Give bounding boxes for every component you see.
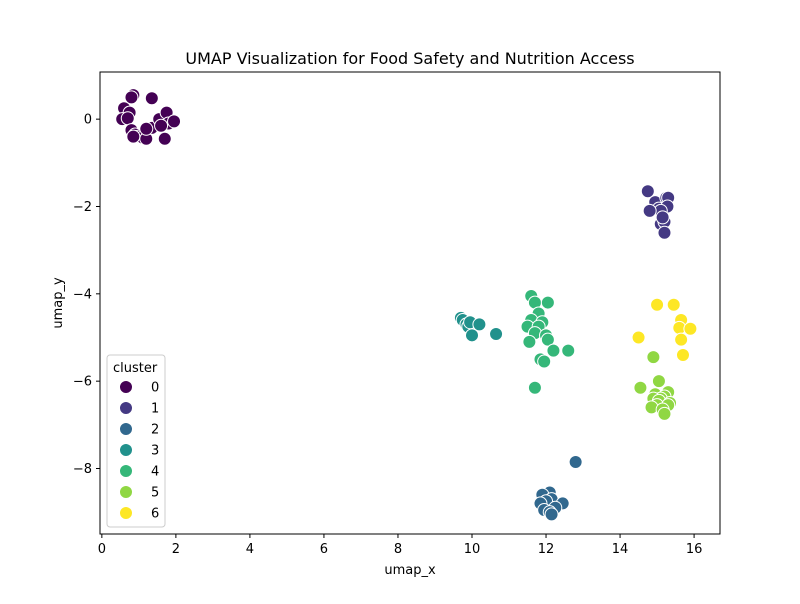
data-point [472,317,487,332]
x-tick-label: 14 [612,542,629,557]
data-point [124,90,139,105]
y-tick-label: −4 [73,287,92,302]
y-tick-label: 0 [84,113,92,128]
data-point [540,295,555,310]
data-point [666,297,681,312]
data-point [657,225,672,240]
legend-entry: 3 [119,443,159,459]
legend-entry: 0 [119,380,159,396]
series-cluster-1 [640,184,676,240]
data-point [561,343,576,358]
data-point [655,210,670,225]
x-tick-label: 16 [686,542,703,557]
y-tick-label: −8 [73,462,92,477]
data-point [537,354,552,369]
legend-label: 6 [151,507,159,522]
data-point [139,121,154,136]
data-point [154,118,169,133]
legend-label: 1 [151,402,159,417]
x-tick-label: 12 [538,542,555,557]
legend-title: cluster [113,361,158,376]
legend-marker [119,464,133,478]
y-tick-label: −6 [73,375,92,390]
legend-entry: 6 [119,506,159,522]
legend-entry: 1 [119,401,159,417]
series-cluster-6 [631,297,698,362]
data-point [167,114,182,129]
legend-marker [119,506,133,520]
x-tick-label: 10 [464,542,481,557]
legend-label: 4 [151,465,159,480]
data-point [633,380,648,395]
data-point [651,374,666,389]
data-point [522,334,537,349]
data-point [544,507,559,522]
chart-title: UMAP Visualization for Food Safety and N… [185,49,634,68]
x-tick-label: 0 [98,542,106,557]
data-point [631,330,646,345]
y-tick-label: −2 [73,200,92,215]
data-point [144,91,159,106]
data-point [120,111,135,126]
x-tick-label: 2 [172,542,180,557]
data-point [674,332,689,347]
legend-marker [119,485,133,499]
x-tick-label: 6 [320,542,328,557]
data-point [650,297,665,312]
legend-marker [119,422,133,436]
data-point [527,380,542,395]
data-point [646,350,661,365]
series-cluster-5 [633,350,678,421]
data-point [640,184,655,199]
y-axis-ticks: 0 −2 −4 −6 −8 [73,113,100,477]
legend: cluster 0 1 2 3 4 5 6 [106,354,166,528]
legend-marker [119,443,133,457]
x-tick-label: 8 [394,542,402,557]
legend-label: 3 [151,444,159,459]
data-point [642,203,657,218]
legend-box [106,354,166,528]
legend-label: 2 [151,423,159,438]
data-point [489,327,504,342]
data-point [465,328,479,343]
data-point [540,332,555,347]
data-point [657,406,672,421]
data-point [126,129,141,144]
points-layer [115,88,698,522]
series-cluster-2 [533,454,583,522]
legend-entry: 5 [119,485,159,501]
y-axis-label: umap_y [51,277,66,329]
data-point [546,343,561,358]
data-point [683,321,698,336]
data-point [675,347,690,362]
data-point [157,131,172,146]
plot-area-frame [99,71,721,535]
series-cluster-0 [115,88,182,146]
legend-entry: 2 [119,422,159,438]
data-point [568,454,583,469]
legend-label: 5 [151,486,159,501]
series-cluster-3 [453,310,504,343]
series-cluster-4 [520,289,576,395]
x-axis-ticks: 0 2 4 6 8 10 12 14 16 [98,534,703,557]
legend-items: 0 1 2 3 4 5 6 [119,380,159,522]
legend-entry: 4 [119,464,159,480]
legend-marker [119,401,133,415]
x-axis-label: umap_x [384,563,436,578]
x-tick-label: 4 [246,542,254,557]
legend-marker [119,380,133,394]
legend-label: 0 [151,381,159,396]
